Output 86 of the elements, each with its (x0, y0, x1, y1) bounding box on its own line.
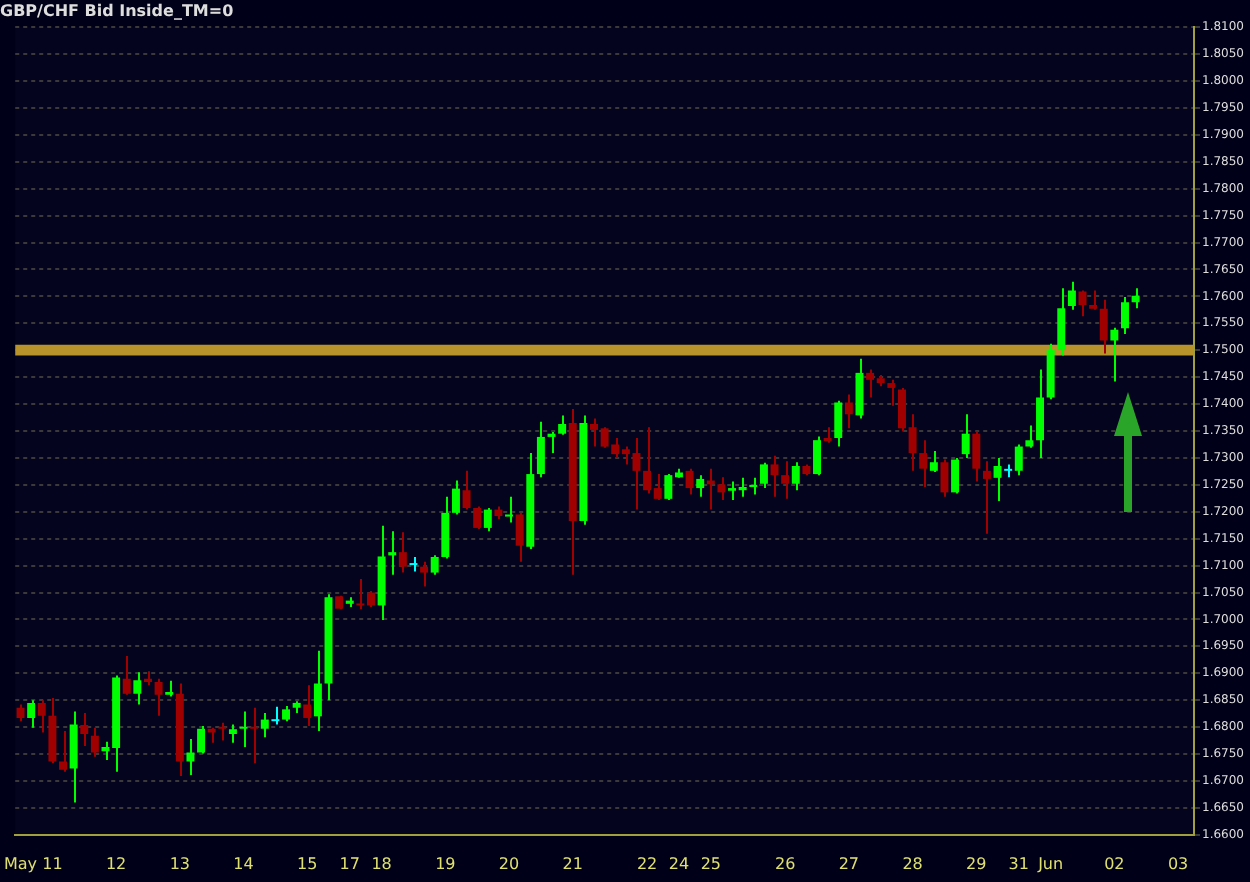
candlestick (558, 414, 567, 436)
candlestick (505, 495, 514, 524)
x-tick-label: 15 (297, 854, 318, 873)
candlestick (133, 671, 142, 706)
candlestick (59, 729, 67, 773)
candlestick (515, 511, 524, 563)
x-tick-label: 20 (498, 854, 520, 873)
candlestick (122, 655, 131, 696)
candlestick (239, 710, 248, 749)
candlestick (313, 649, 322, 732)
candlestick (1131, 287, 1140, 310)
x-tick-label: 13 (169, 854, 191, 873)
candlestick (473, 505, 482, 530)
candlestick (717, 476, 726, 501)
candlestick (749, 476, 758, 496)
candlestick (1089, 289, 1098, 311)
candlestick (685, 467, 694, 496)
candlestick (993, 456, 1002, 502)
candlestick (260, 712, 269, 739)
candlestick (388, 530, 397, 576)
candlestick (250, 706, 259, 765)
candlestick (813, 435, 821, 477)
x-tick-label: 17 (339, 854, 360, 873)
candlestick (834, 399, 843, 448)
candlestick (1099, 298, 1108, 355)
candlestick (791, 461, 800, 492)
x-tick-label: 14 (233, 854, 254, 873)
x-tick-label: 03 (1167, 854, 1189, 873)
x-tick-label: 22 (636, 854, 658, 873)
candlestick (547, 431, 556, 455)
chart-title: GBP/CHF Bid Inside_TM=0 (0, 1, 235, 20)
candlestick (37, 699, 46, 734)
candlestick (69, 710, 78, 804)
candlestick (982, 460, 991, 535)
x-tick-label: May (3, 854, 38, 873)
x-tick-label: 18 (371, 854, 392, 873)
candlestick (929, 449, 938, 473)
candlestick (303, 684, 312, 728)
candlestick (398, 531, 407, 574)
x-tick-label: 11 (42, 854, 63, 873)
x-tick-label: 02 (1104, 854, 1125, 873)
x-tick-label: 29 (966, 854, 987, 873)
candlestick (1067, 280, 1076, 311)
candlestick (1025, 424, 1034, 449)
candlestick (462, 469, 471, 511)
candlestick (972, 430, 981, 483)
candlestick (483, 506, 492, 533)
candlestick (80, 712, 89, 747)
candlestick (1057, 287, 1066, 357)
candlestick (420, 560, 429, 588)
candlestick (1110, 326, 1119, 383)
x-tick-label: 21 (562, 854, 583, 873)
candlestick (228, 723, 237, 744)
x-tick-label: 24 (668, 854, 690, 873)
candlestick (451, 479, 460, 516)
candlestick (770, 454, 779, 498)
candlestick (696, 474, 705, 498)
x-tick-label: 26 (774, 854, 796, 873)
candlestick (887, 378, 896, 407)
candlestick (1036, 368, 1045, 459)
candlestick (197, 725, 206, 755)
candlestick (1121, 295, 1129, 336)
x-tick-label: 31 (1008, 854, 1029, 873)
candlestick (430, 554, 439, 576)
candlestick (409, 555, 418, 573)
candlestick (781, 460, 790, 500)
candlestick (48, 697, 57, 765)
candlestick (951, 456, 960, 495)
candlestick (536, 420, 545, 479)
x-tick-label: 28 (902, 854, 923, 873)
x-tick-label: 19 (435, 854, 456, 873)
candlestick (154, 677, 163, 717)
candlestick (27, 699, 36, 729)
candlestick (1014, 443, 1023, 477)
x-tick-label: Jun (1036, 854, 1064, 873)
candlestick (919, 439, 928, 488)
candlestick (961, 413, 970, 459)
x-tick-label: 12 (105, 854, 127, 873)
x-tick-label: 27 (838, 854, 860, 873)
candlestick (940, 458, 949, 498)
candlestick (759, 461, 768, 490)
candlestick (186, 737, 195, 777)
candlestick (441, 495, 450, 560)
x-tick-label: 25 (700, 854, 721, 873)
candlestick (90, 726, 99, 758)
candlestick (844, 393, 853, 430)
